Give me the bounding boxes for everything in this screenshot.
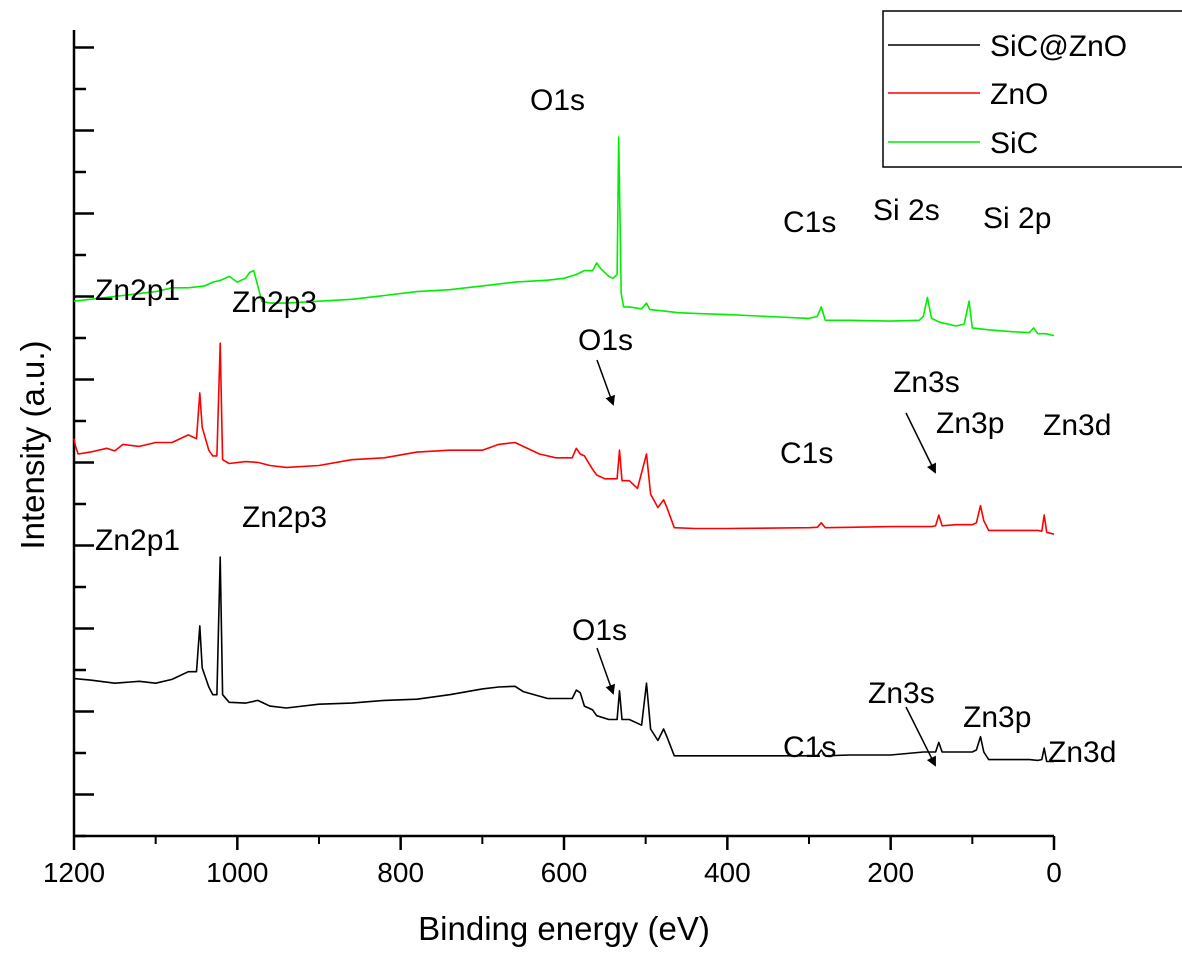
peak-label: Zn2p1	[95, 524, 180, 557]
x-tick-label: 200	[867, 857, 914, 888]
legend-label-sic-zno: SiC@ZnO	[990, 30, 1127, 63]
series-line-sic-zno	[73, 556, 1054, 763]
x-tick-label: 1000	[206, 857, 268, 888]
peak-label: C1s	[783, 731, 836, 764]
series-line-zno	[73, 342, 1055, 535]
peak-label: C1s	[783, 206, 836, 239]
legend: SiC@ZnO ZnO SiC	[882, 10, 1182, 168]
peak-label: Si 2s	[873, 194, 940, 227]
annotation-arrow	[596, 359, 615, 406]
peak-label: Zn3d	[1048, 736, 1116, 769]
x-tick-label: 1200	[43, 857, 105, 888]
peak-label: Zn2p3	[232, 286, 317, 319]
peak-label: Zn3d	[1043, 409, 1111, 442]
annotation-arrow	[905, 706, 936, 767]
series-layer	[73, 136, 1055, 763]
peak-label: Zn3p	[963, 701, 1031, 734]
peak-labels: O1s C1s Si 2s Si 2p Zn2p1 Zn2p3 O1s Zn3s Zn3p C1s…	[95, 84, 1116, 769]
peak-label: O1s	[530, 84, 585, 117]
peak-label: Zn2p1	[95, 274, 180, 307]
peak-label: O1s	[572, 614, 627, 647]
x-ticks: 1200 1000 800 600 400 200 0	[43, 836, 1062, 888]
x-axis-title: Binding energy (eV)	[418, 910, 710, 947]
y-ticks	[74, 46, 94, 838]
legend-box	[882, 10, 1182, 168]
peak-label: Zn3s	[868, 677, 935, 710]
peak-label: Zn2p3	[242, 501, 327, 534]
peak-label: O1s	[578, 324, 633, 357]
peak-label: Zn3s	[893, 366, 960, 399]
peak-label: Zn3p	[936, 407, 1004, 440]
annotation-arrow	[596, 647, 616, 695]
x-tick-label: 600	[541, 857, 588, 888]
peak-label: Si 2p	[983, 202, 1051, 235]
legend-label-zno: ZnO	[990, 78, 1048, 111]
annotation-arrow	[905, 412, 936, 474]
x-tick-label: 400	[704, 857, 751, 888]
x-tick-label: 0	[1046, 857, 1062, 888]
x-tick-label: 800	[377, 857, 424, 888]
legend-label-sic: SiC	[990, 127, 1038, 160]
y-axis-title: Intensity (a.u.)	[14, 340, 51, 549]
peak-label: C1s	[780, 437, 833, 470]
series-line-sic	[73, 136, 1055, 337]
